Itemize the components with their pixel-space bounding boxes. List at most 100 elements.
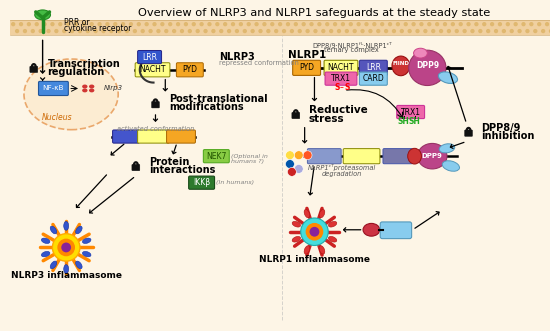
Circle shape bbox=[459, 22, 463, 26]
Ellipse shape bbox=[50, 261, 57, 269]
Circle shape bbox=[101, 29, 106, 33]
Circle shape bbox=[57, 239, 75, 256]
FancyBboxPatch shape bbox=[465, 130, 472, 136]
FancyBboxPatch shape bbox=[292, 112, 300, 119]
Circle shape bbox=[396, 22, 400, 26]
Circle shape bbox=[176, 22, 180, 26]
Circle shape bbox=[235, 29, 239, 33]
Circle shape bbox=[148, 29, 153, 33]
Text: Protein: Protein bbox=[150, 157, 190, 167]
Circle shape bbox=[333, 22, 337, 26]
Ellipse shape bbox=[392, 56, 410, 76]
Circle shape bbox=[160, 22, 164, 26]
Circle shape bbox=[306, 223, 323, 241]
Ellipse shape bbox=[417, 143, 447, 169]
Circle shape bbox=[94, 29, 98, 33]
Circle shape bbox=[447, 29, 451, 33]
FancyBboxPatch shape bbox=[138, 130, 169, 143]
Ellipse shape bbox=[319, 246, 325, 254]
Text: NLRP1ᶜᵀproteasomal: NLRP1ᶜᵀproteasomal bbox=[308, 165, 376, 171]
Text: CARD: CARD bbox=[362, 74, 384, 83]
Circle shape bbox=[294, 165, 303, 173]
FancyBboxPatch shape bbox=[324, 60, 358, 75]
FancyBboxPatch shape bbox=[325, 72, 357, 85]
Circle shape bbox=[286, 22, 290, 26]
Circle shape bbox=[353, 29, 357, 33]
Text: DPP9: DPP9 bbox=[416, 61, 439, 71]
Circle shape bbox=[392, 29, 396, 33]
Circle shape bbox=[11, 22, 15, 26]
FancyBboxPatch shape bbox=[380, 222, 411, 239]
Text: humans ?): humans ?) bbox=[231, 159, 264, 164]
Circle shape bbox=[463, 29, 467, 33]
Text: interactions: interactions bbox=[150, 165, 216, 175]
FancyBboxPatch shape bbox=[383, 149, 413, 164]
Circle shape bbox=[164, 29, 168, 33]
Circle shape bbox=[211, 29, 216, 33]
Circle shape bbox=[404, 22, 408, 26]
Text: (Optional in: (Optional in bbox=[231, 154, 268, 159]
Text: Overview of NLRP3 and NLRP1 safeguards at the steady state: Overview of NLRP3 and NLRP1 safeguards a… bbox=[139, 8, 491, 18]
Circle shape bbox=[54, 29, 58, 33]
Text: TRX1: TRX1 bbox=[400, 108, 421, 117]
Circle shape bbox=[274, 29, 278, 33]
Circle shape bbox=[482, 22, 486, 26]
FancyBboxPatch shape bbox=[138, 51, 162, 64]
Circle shape bbox=[121, 22, 125, 26]
Text: (In humans): (In humans) bbox=[216, 180, 255, 185]
Circle shape bbox=[388, 22, 392, 26]
FancyBboxPatch shape bbox=[307, 149, 341, 164]
Circle shape bbox=[423, 29, 427, 33]
Circle shape bbox=[168, 22, 172, 26]
Circle shape bbox=[74, 22, 78, 26]
Text: DPP8/9: DPP8/9 bbox=[481, 123, 521, 133]
Circle shape bbox=[549, 29, 550, 33]
Text: –: – bbox=[340, 83, 344, 92]
Circle shape bbox=[70, 29, 74, 33]
Ellipse shape bbox=[328, 221, 337, 227]
Ellipse shape bbox=[89, 84, 95, 88]
Circle shape bbox=[191, 22, 196, 26]
Ellipse shape bbox=[304, 246, 310, 254]
Circle shape bbox=[321, 29, 326, 33]
Text: cytokine receptor: cytokine receptor bbox=[64, 24, 131, 33]
Text: NEK7: NEK7 bbox=[206, 152, 227, 161]
Circle shape bbox=[195, 29, 200, 33]
Circle shape bbox=[450, 22, 455, 26]
Circle shape bbox=[42, 22, 47, 26]
Circle shape bbox=[255, 22, 258, 26]
Circle shape bbox=[341, 22, 345, 26]
Circle shape bbox=[408, 29, 412, 33]
Circle shape bbox=[325, 22, 329, 26]
Circle shape bbox=[431, 29, 436, 33]
Text: repressed conformation: repressed conformation bbox=[219, 60, 299, 66]
Circle shape bbox=[537, 22, 541, 26]
Text: NLRP1 inflammasome: NLRP1 inflammasome bbox=[259, 255, 370, 264]
Text: LRR: LRR bbox=[366, 63, 381, 72]
Circle shape bbox=[474, 22, 478, 26]
FancyBboxPatch shape bbox=[135, 63, 170, 77]
Circle shape bbox=[231, 22, 235, 26]
Ellipse shape bbox=[64, 264, 69, 273]
Circle shape bbox=[360, 29, 365, 33]
Circle shape bbox=[384, 29, 388, 33]
Circle shape bbox=[349, 22, 353, 26]
FancyBboxPatch shape bbox=[39, 81, 68, 96]
Circle shape bbox=[227, 29, 231, 33]
Circle shape bbox=[415, 29, 420, 33]
Circle shape bbox=[27, 22, 31, 26]
Circle shape bbox=[184, 22, 188, 26]
Circle shape bbox=[518, 29, 522, 33]
Circle shape bbox=[427, 22, 431, 26]
Text: Post-translational: Post-translational bbox=[169, 94, 268, 104]
Circle shape bbox=[533, 29, 537, 33]
Circle shape bbox=[368, 29, 372, 33]
Circle shape bbox=[31, 29, 35, 33]
Circle shape bbox=[270, 22, 274, 26]
Text: PYD: PYD bbox=[183, 65, 197, 74]
Circle shape bbox=[290, 29, 294, 33]
Text: Transcription: Transcription bbox=[47, 59, 120, 69]
Circle shape bbox=[356, 22, 361, 26]
Circle shape bbox=[303, 151, 312, 160]
Text: NLRP3: NLRP3 bbox=[219, 52, 255, 62]
